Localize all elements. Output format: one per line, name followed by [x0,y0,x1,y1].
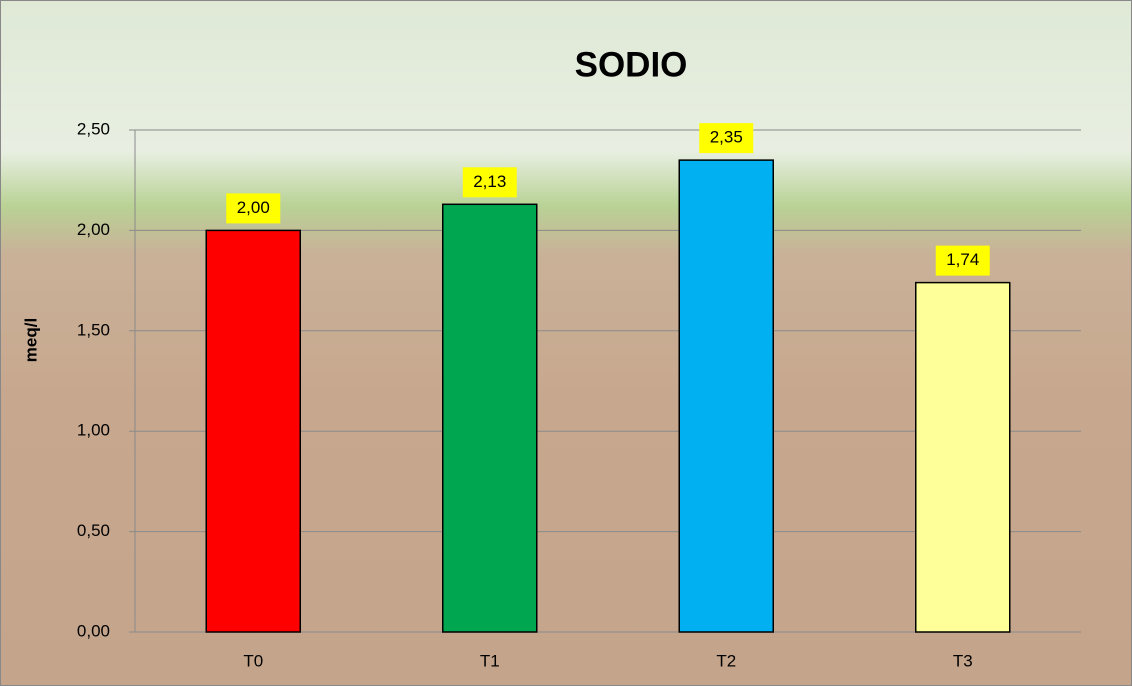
bar [443,204,537,632]
value-label: 2,35 [710,128,743,147]
chart-title: SODIO [575,45,688,84]
y-tick-label: 1,00 [77,421,110,440]
chart: SODIO meq/l 0,00 0,50 1,00 1,50 2,00 2,50 T0 2,… [0,0,1132,686]
bar [916,283,1010,632]
y-tick-label: 2,00 [77,220,110,239]
value-label: 2,00 [237,198,270,217]
x-tick-label: T0 [243,651,263,670]
bar [206,230,300,632]
x-tick-label: T3 [953,651,973,670]
y-tick-label: 2,50 [77,119,110,138]
y-tick-label: 0,50 [77,521,110,540]
y-tick-label: 0,00 [77,621,110,640]
x-tick-label: T1 [480,651,500,670]
y-axis-label: meq/l [21,318,40,362]
x-tick-label: T2 [716,651,736,670]
value-label: 1,74 [946,250,979,269]
y-tick-label: 1,50 [77,320,110,339]
value-label: 2,13 [473,172,506,191]
bar [679,160,773,632]
